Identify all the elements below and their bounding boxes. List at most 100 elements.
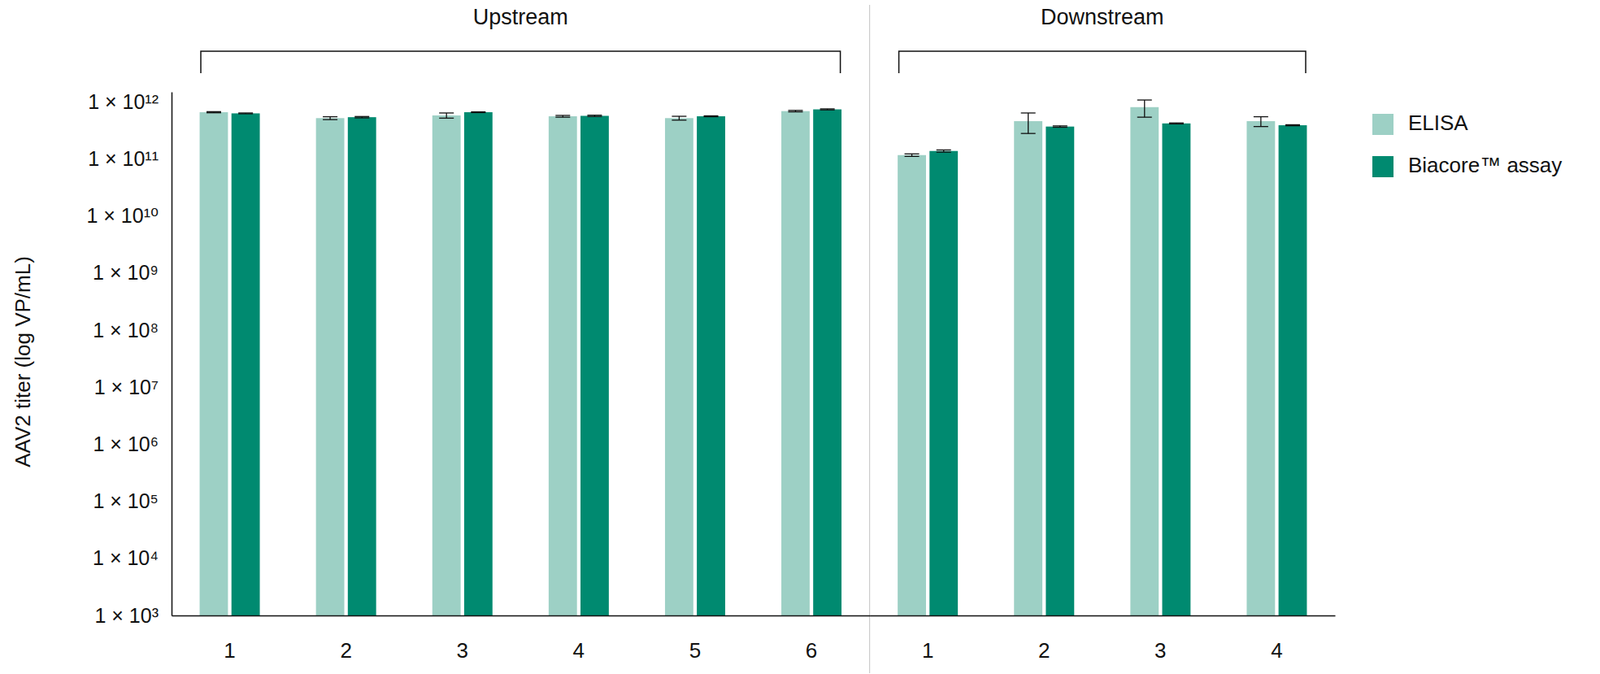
error-bar-cap (820, 109, 835, 111)
error-bar-cap (1052, 126, 1068, 128)
y-tick-label: 1 × 10⁸ (92, 318, 159, 342)
bar (1013, 121, 1043, 616)
error-bar (671, 116, 687, 121)
error-bar-cap (586, 114, 602, 116)
x-tick-label: 4 (1270, 638, 1283, 663)
bar (1045, 126, 1074, 616)
legend-swatch (1372, 113, 1394, 135)
y-tick: 1 × 10¹⁰ (86, 204, 172, 227)
error-bar-cap (555, 116, 570, 118)
error-bar-cap (671, 115, 687, 117)
x-axis-line (172, 615, 871, 618)
bar (929, 151, 958, 616)
legend-label: Biacore™ assay (1408, 152, 1562, 178)
error-bar-cap (936, 149, 952, 151)
bar (580, 115, 609, 616)
legend-label: ELISA (1408, 110, 1469, 135)
x-tick: 2 (339, 615, 352, 663)
bar (1162, 123, 1192, 616)
error-bar-cap (704, 115, 719, 117)
error-bar-cap (787, 111, 803, 113)
error-bar-cap (586, 116, 602, 118)
error-bar-cap (439, 112, 454, 114)
error-bar-cap (1253, 116, 1269, 118)
error-bar-cap (1021, 112, 1036, 114)
error-bar-cap (936, 151, 952, 153)
error-bar-cap (1253, 126, 1269, 127)
chart: 1 × 10³ 1 × 10⁴ 1 × 10⁵ 1 × 10⁶ 1 × 10⁷ 1 × 1… (0, 0, 1600, 674)
error-bar (206, 111, 222, 113)
y-tick-label: 1 × 10¹⁰ (86, 204, 159, 227)
error-bar-cap (322, 116, 338, 118)
x-tick-label: 6 (805, 638, 818, 663)
bar (1246, 121, 1275, 616)
error-bar (787, 110, 803, 113)
x-tick-label: 3 (1154, 638, 1166, 663)
error-bar (1021, 113, 1036, 134)
bar (813, 109, 842, 616)
y-tick: 1 × 10⁸ (92, 318, 172, 342)
group-bracket (200, 51, 841, 74)
error-bar-stem (1143, 100, 1145, 118)
y-tick: 1 × 10⁵ (92, 489, 172, 513)
error-bar-stem (1027, 113, 1029, 134)
x-tick: 5 (689, 615, 701, 663)
x-tick: 4 (1270, 615, 1283, 663)
error-bar (820, 108, 835, 110)
bar (200, 112, 229, 616)
x-tick-label: 2 (1038, 638, 1050, 663)
x-tick-label: 1 (921, 638, 934, 663)
error-bar (1052, 126, 1068, 128)
x-tick-label: 4 (573, 638, 585, 663)
y-axis-title: AAV2 titer (log VP/mL) (10, 256, 35, 468)
bar (347, 117, 377, 616)
bar (1278, 125, 1308, 616)
error-bar-cap (1169, 122, 1184, 124)
group-label: Downstream (1040, 4, 1165, 30)
error-bar (354, 116, 370, 118)
error-bar-stem (1260, 117, 1261, 127)
x-tick: 3 (1154, 615, 1166, 663)
error-bar-cap (238, 113, 253, 114)
bar (464, 112, 493, 616)
x-axis: 123456 (172, 615, 871, 663)
y-tick: 1 × 10⁷ (94, 375, 172, 399)
y-tick-label: 1 × 10¹² (87, 90, 159, 114)
bar (548, 116, 578, 616)
plot-area (200, 100, 1308, 616)
error-bar-cap (322, 118, 338, 120)
bar (665, 117, 694, 616)
bar (696, 116, 726, 616)
y-tick: 1 × 10¹² (87, 90, 172, 114)
x-tick: 1 (223, 615, 235, 663)
x-axis-line (869, 615, 1335, 618)
error-bar-cap (820, 108, 835, 109)
error-bar-cap (1285, 125, 1300, 127)
error-bar-cap (904, 153, 920, 155)
y-axis-line (171, 92, 174, 617)
bar (432, 115, 461, 616)
y-tick-label: 1 × 10⁶ (93, 432, 160, 456)
error-bar-cap (1137, 116, 1153, 118)
y-tick: 1 × 10⁶ (93, 432, 173, 456)
error-bar (1285, 124, 1300, 126)
error-bar-cap (671, 119, 687, 121)
error-bar-cap (1285, 124, 1300, 126)
y-tick: 1 × 10⁴ (92, 546, 172, 570)
group-label: Upstream (473, 4, 569, 30)
error-bar-cap (206, 112, 222, 114)
bar (231, 113, 261, 616)
bar (1130, 107, 1159, 616)
y-tick-label: 1 × 10³ (94, 604, 159, 627)
error-bar (555, 115, 570, 118)
error-bar-cap (354, 116, 370, 118)
error-bar (470, 111, 486, 114)
error-bar (586, 115, 602, 118)
error-bar-cap (354, 117, 370, 118)
y-tick-label: 1 × 10⁷ (94, 375, 159, 399)
x-tick: 2 (1038, 615, 1050, 663)
y-tick-label: 1 × 10⁴ (92, 546, 159, 570)
error-bar-cap (206, 111, 222, 113)
error-bar-stem (446, 113, 448, 118)
x-tick: 6 (805, 615, 818, 663)
